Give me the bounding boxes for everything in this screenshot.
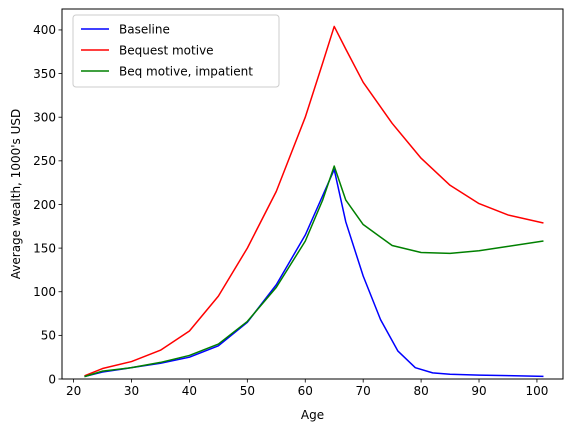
x-tick-label: 80 [413, 384, 428, 398]
x-tick-label: 90 [471, 384, 486, 398]
series-line-2 [84, 25, 544, 377]
y-tick-label: 400 [33, 23, 56, 37]
legend: Baseline Bequest motive Beq motive, impati… [72, 14, 280, 88]
x-tick-label: 30 [124, 384, 139, 398]
y-axis-label: Average wealth, 1000's USD [9, 109, 23, 279]
x-tick-label: 70 [356, 384, 371, 398]
x-axis-label: Age [301, 408, 324, 422]
y-axis: 0 50 100 150 200 250 300 350 400 [33, 23, 62, 386]
y-tick-label: 250 [33, 154, 56, 168]
x-axis: 20 30 40 50 60 70 80 90 100 [66, 379, 548, 398]
y-tick-label: 350 [33, 67, 56, 81]
legend-label: Baseline [119, 22, 170, 36]
legend-label: Bequest motive [119, 43, 214, 57]
y-tick-label: 300 [33, 111, 56, 125]
plot-area [84, 25, 544, 378]
y-tick-label: 100 [33, 285, 56, 299]
x-tick-label: 20 [66, 384, 81, 398]
series-line-1 [84, 168, 544, 378]
y-tick-label: 50 [41, 329, 56, 343]
x-tick-label: 100 [525, 384, 548, 398]
plot-frame [61, 8, 564, 380]
x-tick-label: 50 [240, 384, 255, 398]
x-tick-label: 60 [298, 384, 313, 398]
x-tick-label: 40 [182, 384, 197, 398]
series-line-3 [84, 165, 544, 378]
y-tick-label: 150 [33, 241, 56, 255]
y-tick-label: 0 [48, 372, 56, 386]
legend-box [72, 14, 280, 88]
legend-label: Beq motive, impatient [119, 64, 253, 78]
y-tick-label: 200 [33, 198, 56, 212]
